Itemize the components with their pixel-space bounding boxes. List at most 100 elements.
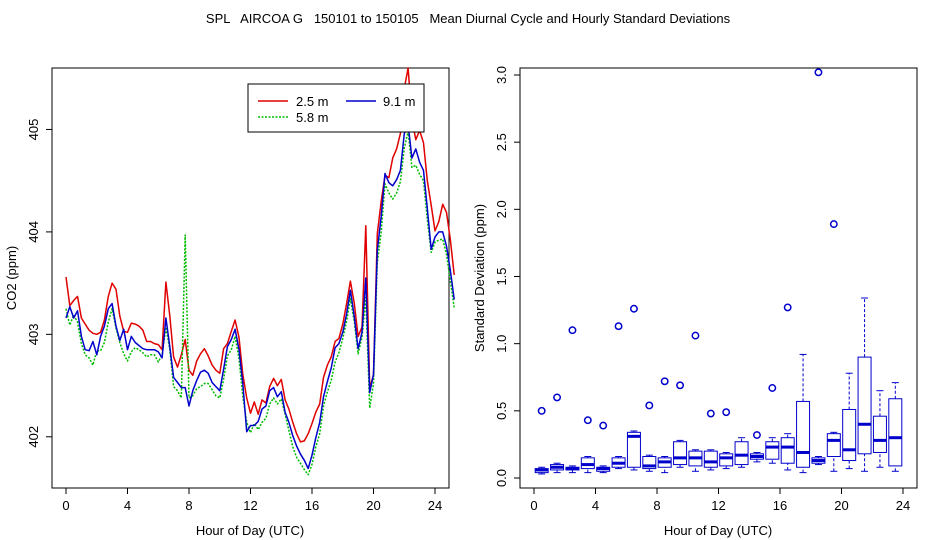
right-y-tick-label: 2.0 (494, 200, 509, 218)
outlier-point (568, 326, 577, 335)
right-plot-frame (519, 67, 918, 489)
box-hour-0.5 (534, 406, 549, 475)
box-hour-20.5 (842, 372, 857, 470)
legend-box (247, 83, 425, 133)
outlier-point (691, 331, 700, 340)
outlier-point (829, 220, 838, 229)
legend: 2.5 m 5.8 m 9.1 m (247, 83, 425, 133)
right-panel-std-boxplot: 0 4 8 12 16 20 24 0.0 0.5 1.0 1.5 2.0 2.5 3.0 Hour of… (472, 66, 918, 538)
right-y-axis-label: Standard Deviation (ppm) (472, 204, 487, 352)
series-line-5-8-m (65, 130, 455, 476)
iqr-box (796, 400, 811, 468)
outlier-point (722, 408, 731, 417)
outlier-point (783, 303, 792, 312)
left-x-tick-label: 8 (185, 498, 192, 513)
box-hour-17.5 (796, 353, 811, 474)
right-y-tick-label: 2.5 (494, 133, 509, 151)
left-x-tick-label: 12 (243, 498, 257, 513)
right-x-tick-label: 16 (773, 498, 787, 513)
right-x-tick-label: 0 (530, 498, 537, 513)
outlier-point (645, 401, 654, 410)
left-x-tick-label: 4 (124, 498, 131, 513)
outlier-point (768, 384, 777, 392)
box-hour-2.5 (565, 326, 580, 474)
outlier-point (553, 393, 562, 402)
iqr-box (842, 408, 857, 462)
right-y-tick-label: 0.0 (494, 469, 509, 487)
right-x-tick-label: 20 (834, 498, 848, 513)
left-x-tick-label: 0 (62, 498, 69, 513)
iqr-box (780, 437, 795, 464)
right-y-tick-label: 1.0 (494, 335, 509, 353)
box-hour-16.5 (780, 303, 795, 471)
outlier-point (629, 304, 638, 313)
right-y-tick-label: 0.5 (494, 402, 509, 420)
box-hour-14.5 (749, 431, 764, 463)
left-x-tick-label: 24 (428, 498, 442, 513)
box-hour-18.5 (811, 68, 826, 466)
iqr-box (703, 450, 718, 468)
iqr-box (765, 441, 780, 460)
right-axes-ticks: 0 4 8 12 16 20 24 0.0 0.5 1.0 1.5 2.0 2.5 3.0 (494, 66, 910, 513)
box-hour-21.5 (857, 297, 872, 472)
left-y-tick-label: 405 (26, 119, 41, 141)
box-hour-7.5 (642, 401, 657, 472)
right-x-tick-label: 8 (653, 498, 660, 513)
left-y-axis-label: CO2 (ppm) (4, 246, 19, 310)
outlier-point (676, 381, 685, 390)
legend-label-2-5m: 2.5 m (296, 94, 329, 109)
box-hour-5.5 (611, 322, 626, 470)
hourly-std-boxes (534, 68, 903, 475)
right-y-tick-label: 3.0 (494, 66, 509, 84)
legend-label-9-1m: 9.1 m (383, 94, 416, 109)
box-hour-22.5 (872, 390, 887, 468)
box-hour-12.5 (719, 408, 734, 470)
outlier-point (599, 421, 608, 430)
box-hour-10.5 (688, 331, 703, 472)
outlier-point (614, 322, 623, 331)
iqr-box (673, 441, 688, 466)
iqr-box (626, 431, 641, 468)
iqr-box (719, 453, 734, 467)
outlier-point (537, 406, 546, 415)
figure-title: SPL AIRCOA G 150101 to 150105 Mean Diurn… (206, 11, 731, 26)
outlier-point (583, 416, 592, 425)
box-hour-6.5 (626, 304, 641, 471)
right-x-axis-label: Hour of Day (UTC) (664, 523, 772, 538)
left-x-axis-label: Hour of Day (UTC) (196, 523, 304, 538)
iqr-box (826, 433, 841, 458)
left-y-tick-label: 402 (26, 426, 41, 448)
box-hour-3.5 (580, 416, 595, 474)
series-line-2-5-m (65, 67, 455, 443)
legend-label-5-8m: 5.8 m (296, 110, 329, 125)
right-x-tick-label: 12 (711, 498, 725, 513)
left-panel-co2-diurnal: 0 4 8 12 16 20 24 402 403 404 405 Hour of Day (UTC… (4, 67, 455, 538)
series-line-9-1-m (65, 123, 455, 470)
box-hour-15.5 (765, 384, 780, 464)
outlier-point (706, 409, 715, 418)
box-hour-13.5 (734, 437, 749, 468)
left-x-tick-label: 20 (366, 498, 380, 513)
iqr-box (857, 356, 872, 455)
box-hour-4.5 (596, 421, 611, 474)
left-y-tick-label: 403 (26, 323, 41, 345)
iqr-box (872, 415, 887, 453)
iqr-box (888, 398, 903, 467)
co2-series-lines (65, 67, 455, 476)
right-y-tick-label: 1.5 (494, 267, 509, 285)
box-hour-9.5 (673, 381, 688, 468)
outlier-point (814, 68, 823, 77)
box-hour-1.5 (550, 393, 565, 474)
box-hour-8.5 (657, 377, 672, 474)
outlier-point (752, 431, 761, 439)
left-axes-ticks: 0 4 8 12 16 20 24 402 403 404 405 (26, 119, 442, 513)
iqr-box (734, 441, 749, 466)
left-x-tick-label: 16 (305, 498, 319, 513)
right-x-tick-label: 24 (896, 498, 910, 513)
box-hour-23.5 (888, 382, 903, 472)
box-hour-11.5 (703, 409, 718, 471)
outlier-point (660, 377, 669, 386)
box-hour-19.5 (826, 220, 841, 472)
left-y-tick-label: 404 (26, 221, 41, 243)
